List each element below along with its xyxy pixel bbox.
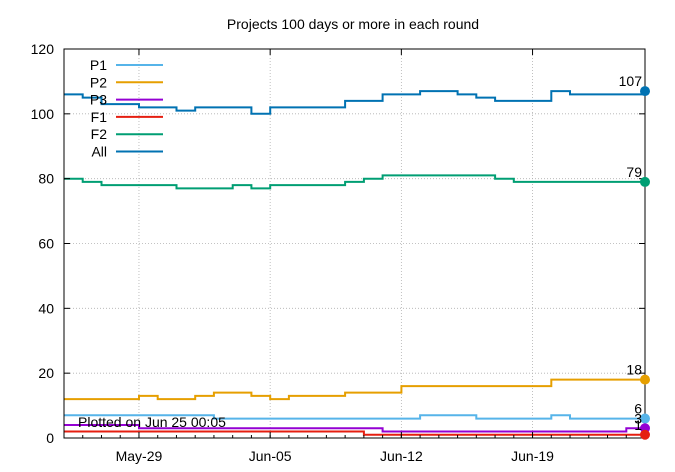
- legend-label-f2: F2: [91, 126, 108, 142]
- grid: [64, 49, 645, 438]
- y-tick-label: 120: [31, 41, 55, 57]
- legend-label-p3: P3: [90, 92, 107, 108]
- legend-label-p1: P1: [90, 57, 107, 73]
- y-tick-label: 20: [38, 365, 54, 381]
- end-label-p2: 18: [626, 362, 642, 378]
- end-markers: 6 18 31 79 107: [619, 73, 650, 440]
- end-label-p1: 6: [634, 401, 642, 417]
- y-tick-label: 100: [31, 106, 55, 122]
- chart-title: Projects 100 days or more in each round: [227, 16, 479, 32]
- end-label-all: 107: [619, 73, 643, 89]
- end-marker-f2: [640, 176, 650, 187]
- end-marker-p2: [640, 374, 650, 385]
- series-line-p1: [64, 414, 645, 420]
- end-label-p3: 3: [634, 410, 642, 426]
- x-tick-label: May-29: [116, 448, 163, 464]
- series-line-f1: [64, 430, 645, 436]
- x-tick-label: Jun-19: [511, 448, 554, 464]
- series-line-p2: [64, 378, 645, 401]
- y-tick-label: 80: [38, 171, 54, 187]
- end-marker-all: [640, 86, 650, 97]
- y-tick-label: 60: [38, 236, 54, 252]
- plotted-on-annotation: Plotted on Jun 25 00:05: [78, 414, 226, 430]
- series-line-all: [64, 90, 646, 115]
- legend-label-f1: F1: [91, 109, 108, 125]
- legend-label-p2: P2: [90, 74, 107, 90]
- end-marker-f1: [640, 429, 650, 440]
- y-tick-label: 40: [38, 300, 54, 316]
- series-line-f2: [64, 174, 645, 190]
- series-line-p3: [64, 424, 645, 433]
- x-tick-label: Jun-05: [249, 448, 292, 464]
- end-label-f1: 1: [634, 417, 642, 433]
- x-tick-label: Jun-12: [380, 448, 423, 464]
- end-label-f2: 79: [626, 164, 642, 180]
- y-tick-label: 0: [46, 430, 54, 446]
- series-lines: [64, 90, 646, 436]
- end-marker-p1: [640, 413, 650, 424]
- axis-ticks: 0 20 40 60 80 100 120 May-29 Jun-05 Jun-12 Jun-19: [31, 41, 646, 464]
- legend-label-all: All: [91, 144, 107, 160]
